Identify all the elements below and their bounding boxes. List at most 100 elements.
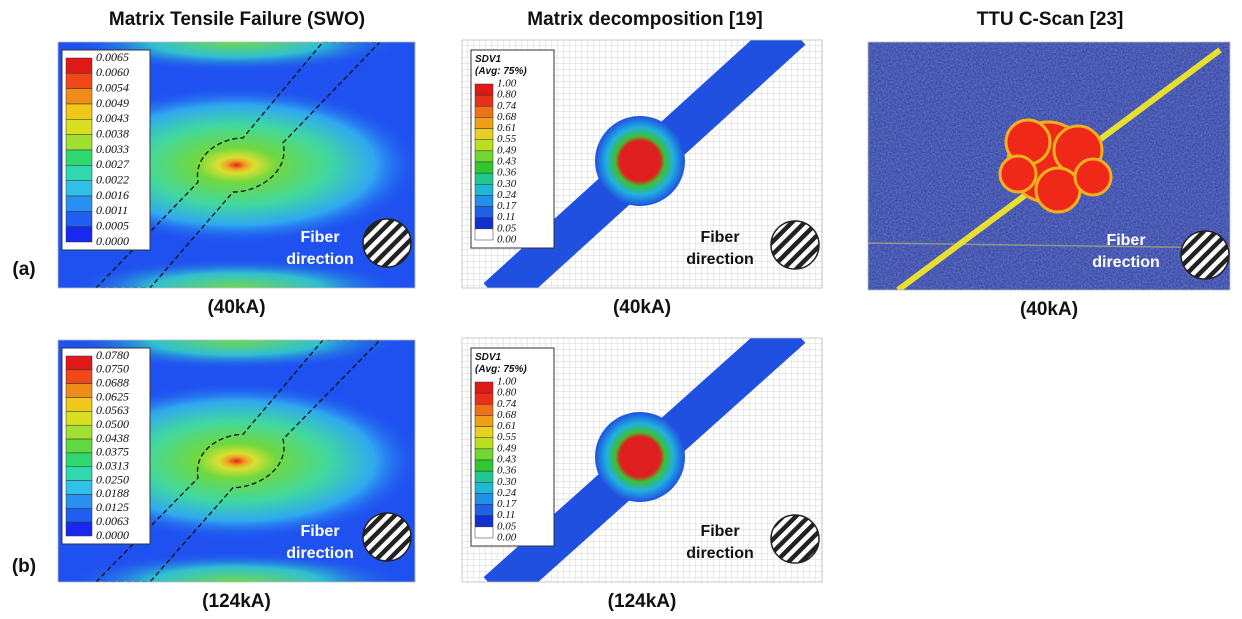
legend-label: 0.0033: [96, 142, 129, 156]
caption: (124kA): [202, 591, 271, 612]
legend-swatch: [66, 481, 92, 495]
legend-swatch: [475, 218, 493, 229]
annotation: Fiber: [300, 229, 339, 246]
legend-swatch: [66, 370, 92, 384]
legend-swatch: [66, 196, 92, 211]
annotation: Fiber: [300, 523, 339, 540]
caption: (40kA): [1020, 299, 1078, 320]
legend-label: 0.0054: [96, 80, 129, 94]
legend-label: 0.00: [497, 532, 517, 544]
legend-swatch: [66, 150, 92, 165]
legend-swatch: [66, 522, 92, 536]
fiber-icon: [771, 515, 819, 563]
legend-label: 0.0011: [96, 203, 128, 217]
legend-swatch: [66, 73, 92, 88]
legend-label: 0.0043: [96, 111, 129, 125]
annotation: direction: [286, 251, 354, 268]
legend-subtitle: (Avg: 75%): [475, 66, 527, 77]
legend-swatch: [66, 425, 92, 439]
legend-label: 0.0063: [96, 514, 129, 528]
legend-swatch: [475, 162, 493, 173]
column-title: Matrix Tensile Failure (SWO): [109, 9, 365, 30]
legend-swatch: [66, 58, 92, 73]
legend-label: 0.0563: [96, 403, 129, 417]
legend-swatch: [475, 117, 493, 128]
legend-swatch: [66, 104, 92, 119]
legend-swatch: [475, 404, 493, 415]
legend-swatch: [66, 384, 92, 398]
legend-swatch: [66, 227, 92, 242]
legend-swatch: [66, 181, 92, 196]
legend-label: 0.00: [497, 234, 517, 246]
legend-swatch: [475, 471, 493, 482]
fiber-icon: [363, 513, 411, 561]
fiber-icon: [363, 219, 411, 267]
caption: (40kA): [207, 297, 265, 318]
damage-blob: [1075, 159, 1111, 195]
plot: [868, 42, 1230, 290]
legend-label: 0.0188: [96, 486, 129, 500]
legend-swatch: [66, 467, 92, 481]
legend-swatch: [66, 356, 92, 370]
legend-swatch: [475, 427, 493, 438]
legend-swatch: [475, 151, 493, 162]
damage-blob: [1000, 156, 1036, 192]
legend-swatch: [475, 195, 493, 206]
legend-swatch: [475, 382, 493, 393]
damage-blob: [1036, 168, 1080, 212]
column-title: TTU C-Scan [23]: [977, 9, 1124, 30]
annotation: Fiber: [1106, 232, 1145, 249]
legend-swatch: [475, 173, 493, 184]
caption: (40kA): [613, 297, 671, 318]
page: Matrix Tensile Failure (SWO) Matrix deco…: [0, 0, 1242, 619]
legend-swatch: [66, 453, 92, 467]
legend-swatch: [66, 398, 92, 412]
legend-swatch: [475, 493, 493, 504]
legend-label: 0.0022: [96, 172, 129, 186]
annotation: Fiber: [700, 523, 739, 540]
legend-swatch: [66, 165, 92, 180]
fiber-icon: [1181, 231, 1229, 279]
legend-swatch: [475, 393, 493, 404]
legend-label: 0.0625: [96, 389, 129, 403]
legend-swatch: [475, 482, 493, 493]
annotation: direction: [286, 545, 354, 562]
legend-label: 0.0780: [96, 348, 129, 362]
legend-swatch: [475, 449, 493, 460]
legend-label: 0.0375: [96, 445, 129, 459]
column-title: Matrix decomposition [19]: [527, 9, 762, 30]
legend-swatch: [475, 184, 493, 195]
annotation: direction: [686, 251, 754, 268]
figure: Matrix Tensile Failure (SWO) Matrix deco…: [0, 0, 1242, 619]
legend-swatch: [475, 140, 493, 151]
legend-label: 0.0000: [96, 234, 129, 248]
legend-swatch: [475, 129, 493, 140]
legend-swatch: [66, 439, 92, 453]
legend-label: 0.0065: [96, 50, 129, 64]
row-label: (b): [12, 556, 36, 577]
legend-swatch: [475, 460, 493, 471]
legend-swatch: [475, 438, 493, 449]
legend-swatch: [475, 106, 493, 117]
legend-swatch: [66, 494, 92, 508]
legend-label: 0.0500: [96, 417, 129, 431]
legend-label: 0.0049: [96, 96, 129, 110]
legend-swatch: [475, 527, 493, 538]
legend-label: 0.0000: [96, 528, 129, 542]
row-label: (a): [12, 259, 35, 280]
legend-swatch: [475, 516, 493, 527]
legend-swatch: [66, 119, 92, 134]
fiber-icon: [771, 221, 819, 269]
panel: Fiberdirection0.07800.07500.06880.06250.…: [52, 310, 422, 612]
legend-label: 0.0027: [96, 157, 130, 171]
legend-swatch: [66, 89, 92, 104]
legend-swatch: [475, 95, 493, 106]
legend-swatch: [475, 415, 493, 426]
legend-label: 0.0038: [96, 126, 129, 140]
legend-label: 0.0250: [96, 472, 129, 486]
damage-core: [620, 141, 660, 181]
legend-swatch: [66, 411, 92, 425]
panel: Fiberdirection: [868, 42, 1230, 290]
